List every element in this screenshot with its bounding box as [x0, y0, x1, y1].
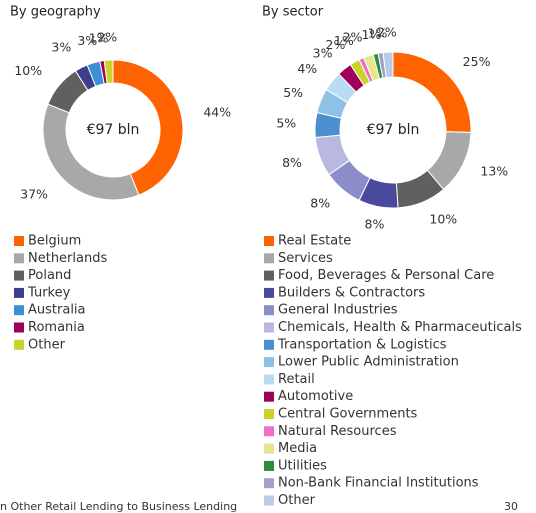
slice-label: 4%: [297, 61, 317, 76]
footnote: n Other Retail Lending to Business Lendi…: [0, 500, 237, 513]
legend-label: Central Governments: [278, 407, 418, 422]
legend-swatch: [14, 287, 24, 298]
slice-label: 13%: [480, 164, 508, 179]
slice-label: 44%: [203, 104, 231, 119]
legend-label: Builders & Contractors: [278, 285, 425, 300]
legend-label: Other: [278, 493, 316, 508]
slice-label: 10%: [14, 63, 42, 78]
legend-swatch: [264, 426, 274, 437]
legend-swatch: [264, 460, 274, 471]
legend-swatch: [14, 322, 24, 333]
legend-swatch: [264, 236, 274, 246]
legend-label: Natural Resources: [278, 424, 397, 439]
slice-label: 1%: [368, 26, 388, 41]
legend-label: Non-Bank Financial Institutions: [278, 476, 479, 491]
slice-label: 2%: [326, 37, 346, 52]
legend-label: Other: [28, 337, 66, 352]
legend-swatch: [264, 478, 274, 489]
legend-swatch: [264, 305, 274, 316]
legend-swatch: [264, 495, 274, 506]
slice-label: 3%: [77, 33, 97, 48]
slice-label: 8%: [282, 155, 302, 170]
slice: [382, 51, 394, 78]
slice: [103, 59, 114, 84]
legend-swatch: [14, 270, 24, 281]
legend-label: Turkey: [27, 285, 71, 300]
legend-swatch: [264, 270, 274, 281]
legend-swatch: [264, 253, 274, 264]
legend-label: Belgium: [28, 234, 81, 249]
legend-label: Retail: [278, 372, 315, 387]
legend-swatch: [264, 391, 274, 402]
slice-label: 10%: [429, 211, 457, 226]
legend-swatch: [14, 253, 24, 264]
slice: [112, 59, 184, 196]
chart-title: By geography: [10, 5, 101, 20]
slice-label: 2%: [343, 29, 363, 44]
slice-label: 3%: [313, 46, 333, 61]
center-label: €97 bln: [367, 122, 420, 138]
legend-swatch: [264, 357, 274, 368]
legend-label: Australia: [28, 303, 86, 318]
page-number: 30: [504, 500, 518, 513]
slice-label: 5%: [283, 85, 303, 100]
slice-label: 2%: [97, 30, 117, 45]
legend-label: Automotive: [278, 389, 353, 404]
slice-label: 1%: [89, 31, 109, 46]
legend-swatch: [264, 287, 274, 298]
legend-label: Media: [278, 441, 317, 456]
legend-swatch: [264, 374, 274, 385]
legend-swatch: [264, 339, 274, 350]
legend-swatch: [14, 236, 24, 246]
slice-label: 25%: [463, 54, 491, 69]
slice: [42, 103, 140, 201]
legend-swatch: [14, 305, 24, 316]
legend-swatch: [14, 339, 24, 350]
slice-label: 3%: [51, 40, 71, 55]
legend-swatch: [264, 409, 274, 419]
legend-label: Services: [278, 251, 333, 266]
slice-label: 2%: [377, 25, 397, 40]
legend-label: General Industries: [278, 303, 398, 318]
legend-label: Romania: [28, 320, 85, 335]
legend-label: Chemicals, Health & Pharmaceuticals: [278, 320, 522, 335]
legend-swatch: [264, 443, 274, 454]
chart-title: By sector: [262, 5, 324, 20]
legend-label: Lower Public Administration: [278, 355, 459, 370]
slice-label: 8%: [365, 217, 385, 232]
legend-swatch: [264, 322, 274, 333]
slice-label: 1%: [334, 33, 354, 48]
slice-label: 8%: [310, 195, 330, 210]
legend-label: Poland: [28, 268, 71, 283]
legend-label: Netherlands: [28, 251, 107, 266]
slice-label: 1%: [361, 27, 381, 42]
slice-label: 5%: [276, 115, 296, 130]
legend-label: Transportation & Logistics: [277, 337, 447, 352]
legend-label: Real Estate: [278, 234, 351, 249]
legend-label: Utilities: [278, 458, 327, 473]
slice: [392, 51, 472, 134]
legend-label: Food, Beverages & Personal Care: [278, 268, 494, 283]
slice-label: 37%: [20, 187, 48, 202]
center-label: €97 bln: [87, 122, 140, 138]
